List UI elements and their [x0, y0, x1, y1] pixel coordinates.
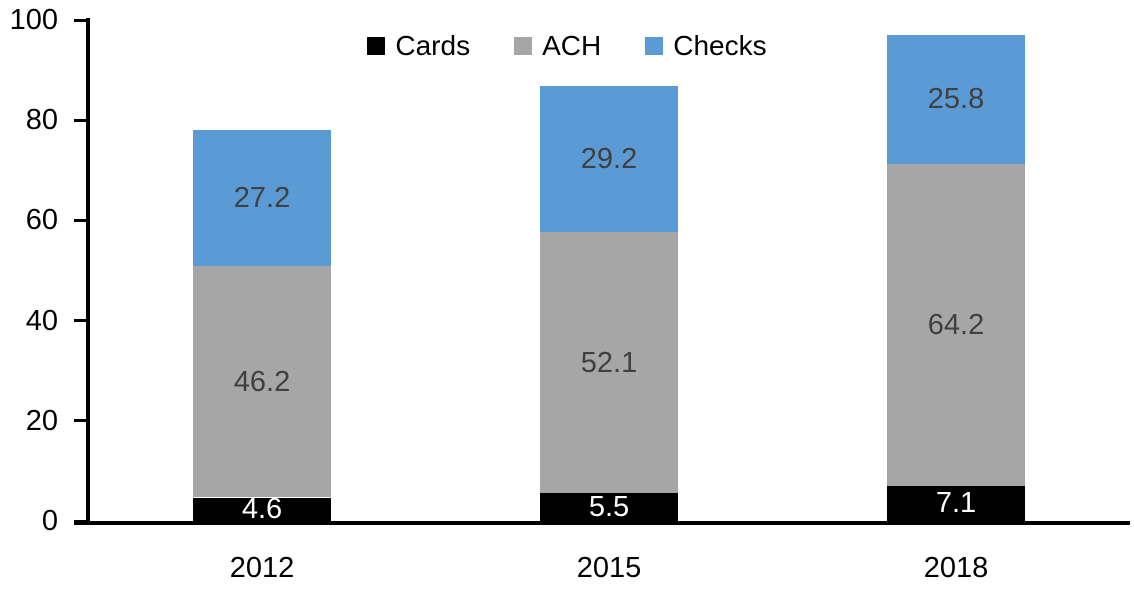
legend-marker-ach — [514, 37, 533, 55]
x-axis-category-label: 2012 — [229, 552, 295, 584]
data-label: 27.2 — [233, 182, 291, 214]
legend-item-cards: Cards — [367, 30, 470, 62]
bar-segment-checks — [887, 35, 1025, 164]
legend-item-checks: Checks — [645, 30, 767, 62]
y-axis-tick — [74, 419, 90, 422]
chart-legend: Cards ACH Checks — [0, 28, 1134, 64]
y-axis-tick-label: 60 — [25, 204, 58, 236]
data-label: 5.5 — [588, 491, 630, 523]
x-axis-line — [74, 521, 1130, 525]
bar-segment-ach — [887, 164, 1025, 486]
legend-marker-checks — [645, 37, 664, 55]
legend-item-ach: ACH — [514, 30, 601, 62]
bar-segment-ach — [193, 266, 331, 497]
y-axis-tick — [74, 119, 90, 122]
y-axis-line — [86, 18, 90, 525]
bar-segment-cards — [887, 485, 1025, 521]
data-label: 52.1 — [580, 347, 638, 379]
bar-segment-cards — [540, 493, 678, 521]
bar-segment-checks — [540, 86, 678, 232]
data-label: 46.2 — [233, 366, 291, 398]
y-axis-tick-label: 80 — [25, 104, 58, 136]
legend-label: Checks — [673, 30, 767, 61]
bar-segment-ach — [540, 232, 678, 493]
data-label: 25.8 — [927, 83, 985, 115]
y-axis-tick-label: 40 — [25, 305, 58, 337]
y-axis-tick-label: 20 — [25, 405, 58, 437]
data-label: 29.2 — [580, 143, 638, 175]
bar-segment-cards — [193, 498, 331, 521]
legend-label: ACH — [542, 30, 602, 61]
data-label: 4.6 — [241, 493, 283, 525]
data-label: 64.2 — [927, 309, 985, 341]
y-axis-tick-label: 0 — [41, 505, 58, 537]
bar-segment-checks — [193, 130, 331, 266]
legend-marker-cards — [367, 37, 386, 55]
x-axis-category-label: 2015 — [576, 552, 642, 584]
x-axis-category-label: 2018 — [923, 552, 989, 584]
y-axis-tick — [74, 19, 90, 22]
y-axis-tick — [74, 319, 90, 322]
y-axis-tick-label: 100 — [9, 4, 58, 36]
y-axis-tick — [74, 219, 90, 222]
data-label: 7.1 — [935, 487, 977, 519]
legend-label: Cards — [395, 30, 471, 61]
